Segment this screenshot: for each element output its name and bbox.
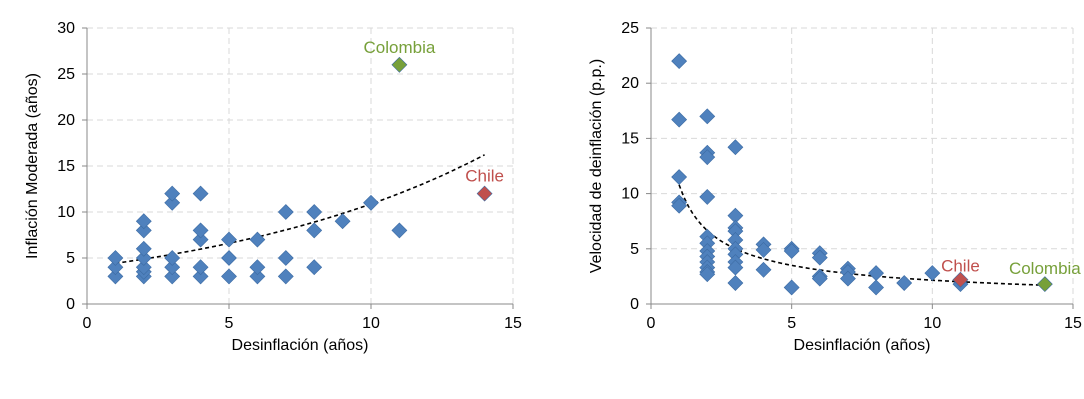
y-tick-label: 0 — [66, 296, 75, 313]
y-tick-label: 15 — [57, 158, 75, 175]
data-point — [671, 197, 688, 214]
chart-inflacion-moderada: 0 5 10 15 0 5 10 15 20 25 30 Colombia Chile Desinfla… — [24, 20, 522, 354]
data-point — [755, 261, 772, 278]
data-point — [811, 270, 828, 287]
data-point — [671, 53, 688, 70]
data-point — [192, 231, 209, 248]
data-point — [164, 268, 181, 285]
data-point — [924, 265, 941, 282]
x-axis-label: Desinflación (años) — [232, 337, 369, 354]
data-point — [192, 222, 209, 239]
data-point — [727, 139, 744, 156]
data-point — [391, 222, 408, 239]
data-point — [107, 268, 124, 285]
x-tick-label: 5 — [225, 315, 234, 332]
x-tick-label: 0 — [83, 315, 92, 332]
data-point — [135, 240, 152, 257]
annotation-colombia: Colombia — [1009, 259, 1081, 278]
data-point — [135, 213, 152, 230]
data-point — [840, 270, 856, 287]
data-point-colombia — [391, 56, 408, 73]
y-tick-label: 5 — [630, 241, 639, 258]
x-tick-label: 10 — [923, 315, 941, 332]
data-point — [249, 259, 266, 276]
data-point — [306, 259, 323, 276]
y-axis-label: Inflación Moderada (años) — [24, 73, 41, 259]
data-point — [277, 204, 294, 220]
data-point — [135, 250, 152, 266]
data-point-colombia — [1036, 276, 1053, 293]
data-point — [811, 249, 828, 266]
y-tick-label: 25 — [621, 20, 639, 37]
data-point — [334, 213, 351, 230]
data-point — [699, 188, 716, 205]
data-point — [221, 250, 237, 266]
data-point — [699, 149, 716, 166]
data-point-chile — [952, 271, 969, 288]
x-tick-label: 15 — [1064, 315, 1082, 332]
data-point — [306, 222, 323, 239]
data-point — [699, 108, 716, 125]
data-point — [783, 279, 800, 296]
data-point — [896, 275, 913, 291]
chart-velocidad-desinflacion: 0 5 10 15 0 5 10 15 20 25 Chile Colombia Desinflaci… — [542, 0, 1084, 399]
x-tick-label: 0 — [647, 315, 656, 332]
y-tick-label: 10 — [57, 204, 75, 221]
annotation-colombia: Colombia — [363, 38, 435, 57]
data-point — [192, 259, 209, 276]
scatter-plot-left: 0 5 10 15 0 5 10 15 20 25 30 Colombia Chile Desinfla… — [24, 20, 522, 354]
y-tick-label: 0 — [630, 296, 639, 313]
data-point — [755, 241, 772, 258]
data-point — [306, 204, 323, 220]
data-point — [249, 268, 266, 285]
data-point — [671, 111, 688, 128]
data-point — [107, 259, 124, 276]
data-point — [783, 243, 800, 259]
data-point — [221, 268, 237, 285]
y-tick-label: 30 — [57, 20, 75, 37]
scatter-plot-right: 0 5 10 15 0 5 10 15 20 25 Chile Colombia Desinflaci… — [588, 20, 1082, 354]
y-axis-label: Velocidad de deinflación (p.p.) — [588, 59, 605, 273]
x-tick-label: 15 — [504, 315, 522, 332]
data-point — [192, 185, 209, 202]
x-tick-label: 10 — [362, 315, 380, 332]
data-point — [135, 222, 152, 239]
data-point — [107, 250, 124, 266]
y-tick-label: 5 — [66, 250, 75, 267]
data-point — [671, 169, 688, 185]
x-axis-label: Desinflación (años) — [794, 337, 931, 354]
data-point — [868, 279, 884, 296]
annotation-chile: Chile — [941, 257, 980, 276]
trendline — [115, 154, 485, 265]
x-tick-label: 5 — [787, 315, 796, 332]
data-point — [868, 265, 884, 282]
y-tick-label: 10 — [621, 186, 639, 203]
y-tick-label: 25 — [57, 66, 75, 83]
data-point — [192, 268, 209, 285]
data-point — [727, 275, 744, 291]
data-point — [221, 231, 237, 248]
data-point — [135, 259, 152, 276]
data-point — [164, 250, 181, 266]
data-point — [363, 194, 379, 211]
data-point — [277, 250, 294, 266]
data-point — [727, 259, 744, 276]
y-tick-label: 20 — [621, 75, 639, 92]
y-tick-label: 15 — [621, 130, 639, 147]
data-point-chile — [476, 185, 493, 202]
data-point — [164, 194, 181, 211]
data-point — [164, 185, 181, 202]
y-tick-label: 20 — [57, 112, 75, 129]
data-point — [277, 268, 294, 285]
data-point — [249, 231, 266, 248]
data-point — [699, 266, 716, 283]
annotation-chile: Chile — [465, 167, 504, 186]
data-point — [164, 259, 181, 276]
